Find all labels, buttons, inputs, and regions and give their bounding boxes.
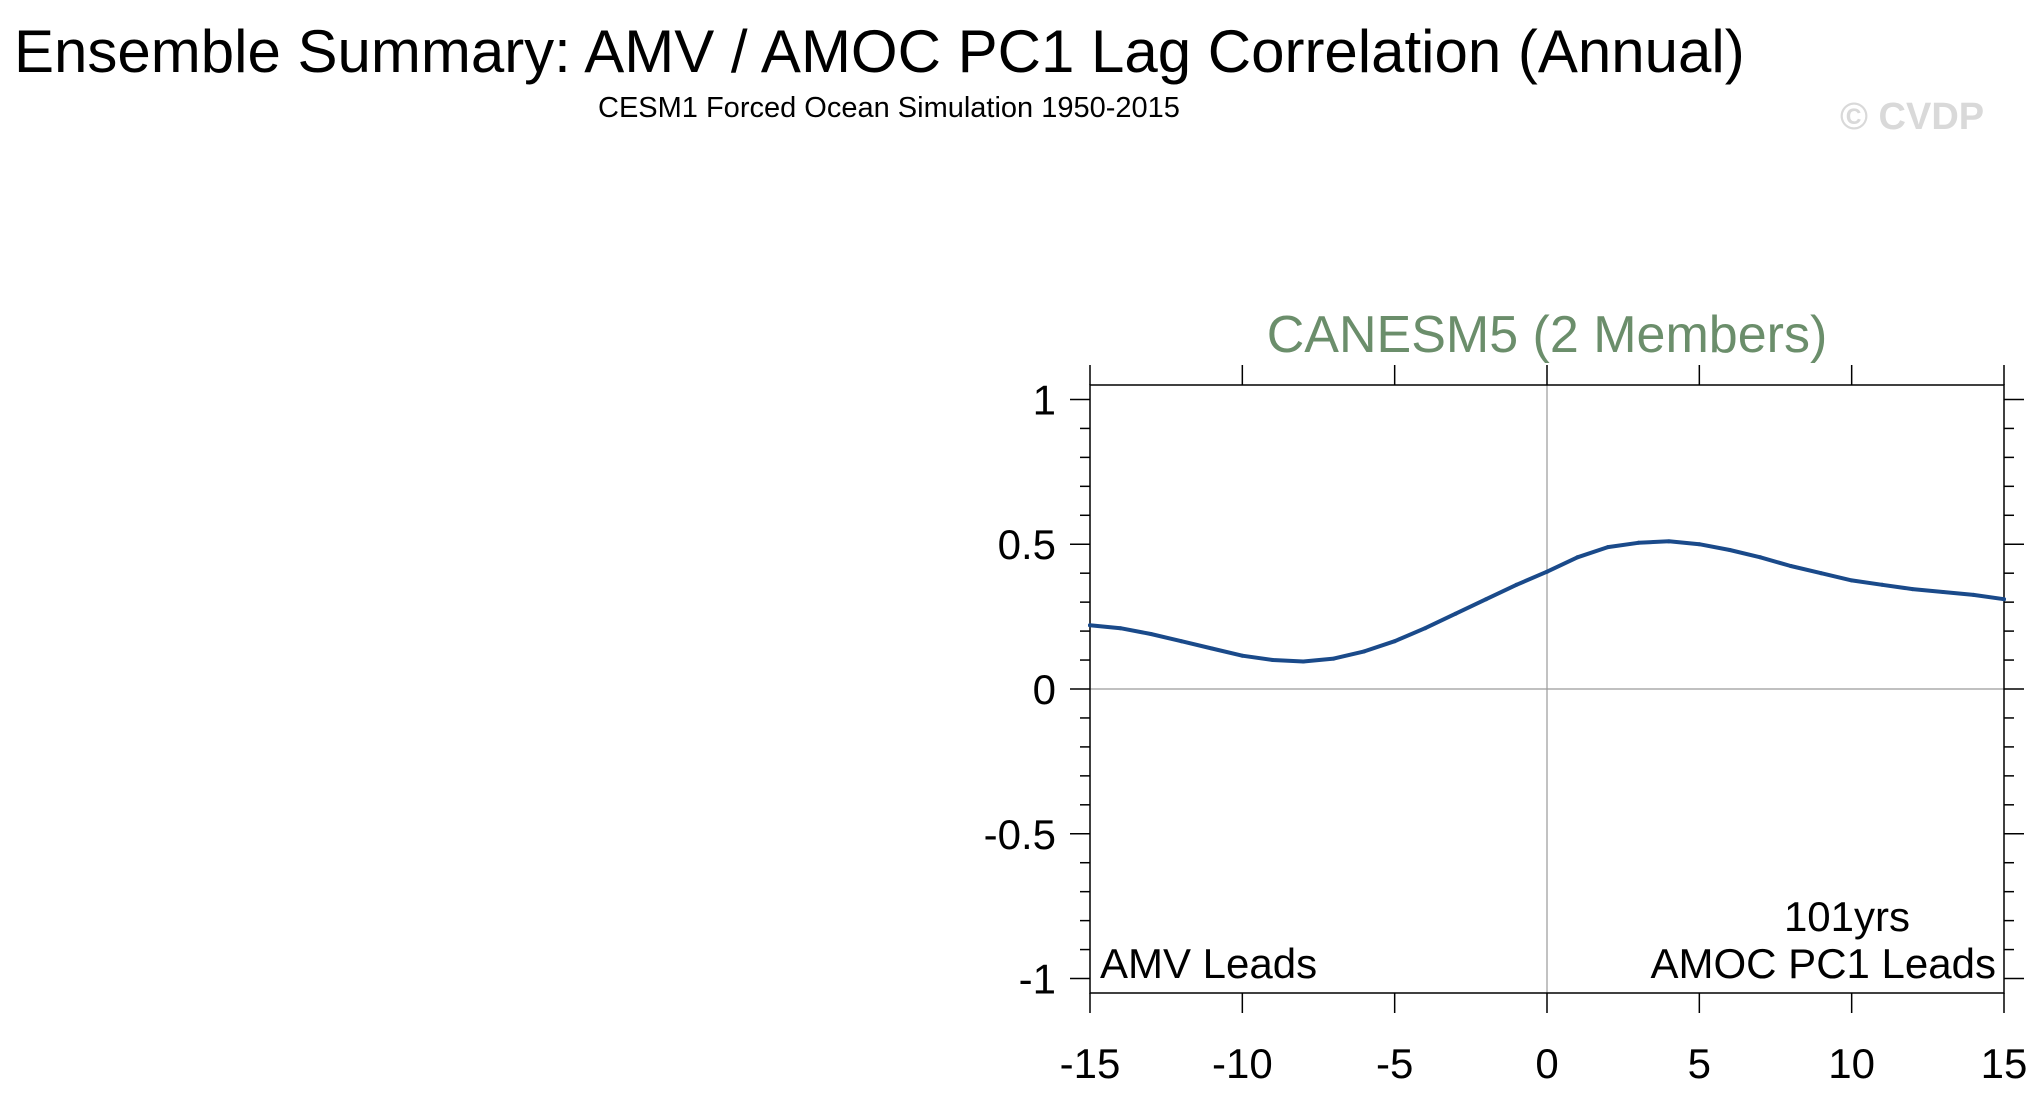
x-tick-label: 10 bbox=[1828, 1040, 1875, 1087]
data-point bbox=[1179, 639, 1184, 644]
data-point bbox=[1453, 611, 1458, 616]
data-point bbox=[1910, 587, 1915, 592]
data-point bbox=[1575, 555, 1580, 560]
data-point bbox=[1666, 539, 1671, 544]
data-point bbox=[1636, 540, 1641, 545]
data-point bbox=[1088, 623, 1092, 628]
data-point bbox=[1240, 653, 1245, 658]
y-tick-label: 1 bbox=[1033, 376, 1056, 423]
data-point bbox=[1545, 569, 1549, 574]
data-point bbox=[1605, 545, 1610, 550]
y-tick-label: -0.5 bbox=[984, 811, 1056, 858]
annotation-amoc-leads: AMOC PC1 Leads bbox=[1651, 940, 1996, 987]
data-point bbox=[1362, 649, 1367, 654]
data-point bbox=[1819, 571, 1824, 576]
credit-watermark: © CVDP bbox=[1840, 96, 1985, 138]
x-tick-label: -15 bbox=[1060, 1040, 1121, 1087]
data-point bbox=[1697, 542, 1702, 547]
y-tick-label: 0 bbox=[1033, 666, 1056, 713]
x-tick-label: 0 bbox=[1535, 1040, 1558, 1087]
data-point bbox=[1971, 592, 1976, 597]
data-point bbox=[1301, 659, 1306, 664]
data-point bbox=[1788, 563, 1793, 568]
x-tick-label: 15 bbox=[1981, 1040, 2028, 1087]
y-tick-label: 0.5 bbox=[998, 521, 1056, 568]
page-subtitle: CESM1 Forced Ocean Simulation 1950-2015 bbox=[598, 92, 1180, 124]
x-tick-label: -5 bbox=[1376, 1040, 1413, 1087]
chart-title: CANESM5 (2 Members) bbox=[1267, 306, 1828, 364]
data-point bbox=[1758, 555, 1763, 560]
data-point bbox=[1423, 626, 1428, 631]
reference-lines bbox=[1090, 385, 2004, 993]
axis-ticks bbox=[1070, 365, 2024, 1013]
data-point bbox=[2002, 597, 2006, 602]
data-point bbox=[1880, 582, 1885, 587]
data-point bbox=[1941, 590, 1946, 595]
data-point bbox=[1209, 646, 1214, 651]
data-point bbox=[1118, 626, 1123, 631]
data-point bbox=[1331, 656, 1336, 661]
page-title: Ensemble Summary: AMV / AMOC PC1 Lag Cor… bbox=[14, 18, 1745, 85]
data-point bbox=[1484, 597, 1489, 602]
x-tick-label: -10 bbox=[1212, 1040, 1273, 1087]
data-point bbox=[1514, 582, 1519, 587]
annotation-amv-leads: AMV Leads bbox=[1100, 940, 1317, 987]
data-point bbox=[1849, 578, 1854, 583]
x-tick-labels: -15 -10 -5 0 5 10 15 bbox=[1060, 1040, 2028, 1087]
annotation-years: 101yrs bbox=[1784, 893, 1910, 940]
data-point bbox=[1392, 639, 1397, 644]
x-tick-label: 5 bbox=[1688, 1040, 1711, 1087]
y-tick-label: -1 bbox=[1019, 956, 1056, 1003]
data-point bbox=[1148, 631, 1153, 636]
y-tick-labels: -1 -0.5 0 0.5 1 bbox=[984, 376, 1056, 1002]
data-point bbox=[1270, 658, 1275, 663]
data-point bbox=[1727, 548, 1732, 553]
